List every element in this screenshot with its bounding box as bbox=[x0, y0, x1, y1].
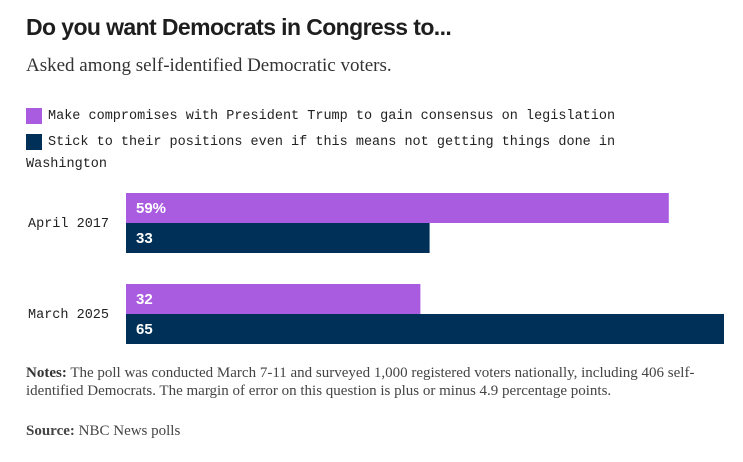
legend: Make compromises with President Trump to… bbox=[26, 106, 686, 180]
bar-value-label: 59% bbox=[136, 200, 166, 217]
notes-label: Notes: bbox=[26, 365, 67, 381]
legend-item-compromise: Make compromises with President Trump to… bbox=[26, 106, 686, 128]
legend-label-compromise: Make compromises with President Trump to… bbox=[48, 109, 616, 124]
row-label: April 2017 bbox=[28, 217, 109, 232]
chart-title: Do you want Democrats in Congress to... bbox=[26, 14, 452, 40]
legend-swatch-compromise bbox=[26, 108, 42, 124]
bar-value-label: 33 bbox=[136, 230, 153, 247]
bar-value-label: 32 bbox=[136, 291, 153, 308]
legend-label-stick: Stick to their positions even if this me… bbox=[26, 135, 616, 172]
legend-swatch-stick bbox=[26, 134, 42, 150]
bar bbox=[126, 314, 724, 344]
source-label: Source: bbox=[26, 423, 75, 439]
notes-text: The poll was conducted March 7-11 and su… bbox=[26, 365, 695, 399]
bar-value-label: 65 bbox=[136, 321, 153, 338]
bar-chart: April 2017 59% 33 March 2025 32 65 bbox=[28, 193, 724, 344]
bar bbox=[126, 284, 421, 314]
row-label: March 2025 bbox=[28, 308, 109, 323]
bar bbox=[126, 193, 669, 223]
source: Source: NBC News polls bbox=[26, 423, 180, 440]
notes: Notes: The poll was conducted March 7-11… bbox=[26, 364, 726, 400]
source-text: NBC News polls bbox=[78, 423, 181, 439]
bar bbox=[126, 223, 430, 253]
chart-subtitle: Asked among self-identified Democratic v… bbox=[26, 55, 392, 76]
legend-item-stick: Stick to their positions even if this me… bbox=[26, 132, 686, 176]
